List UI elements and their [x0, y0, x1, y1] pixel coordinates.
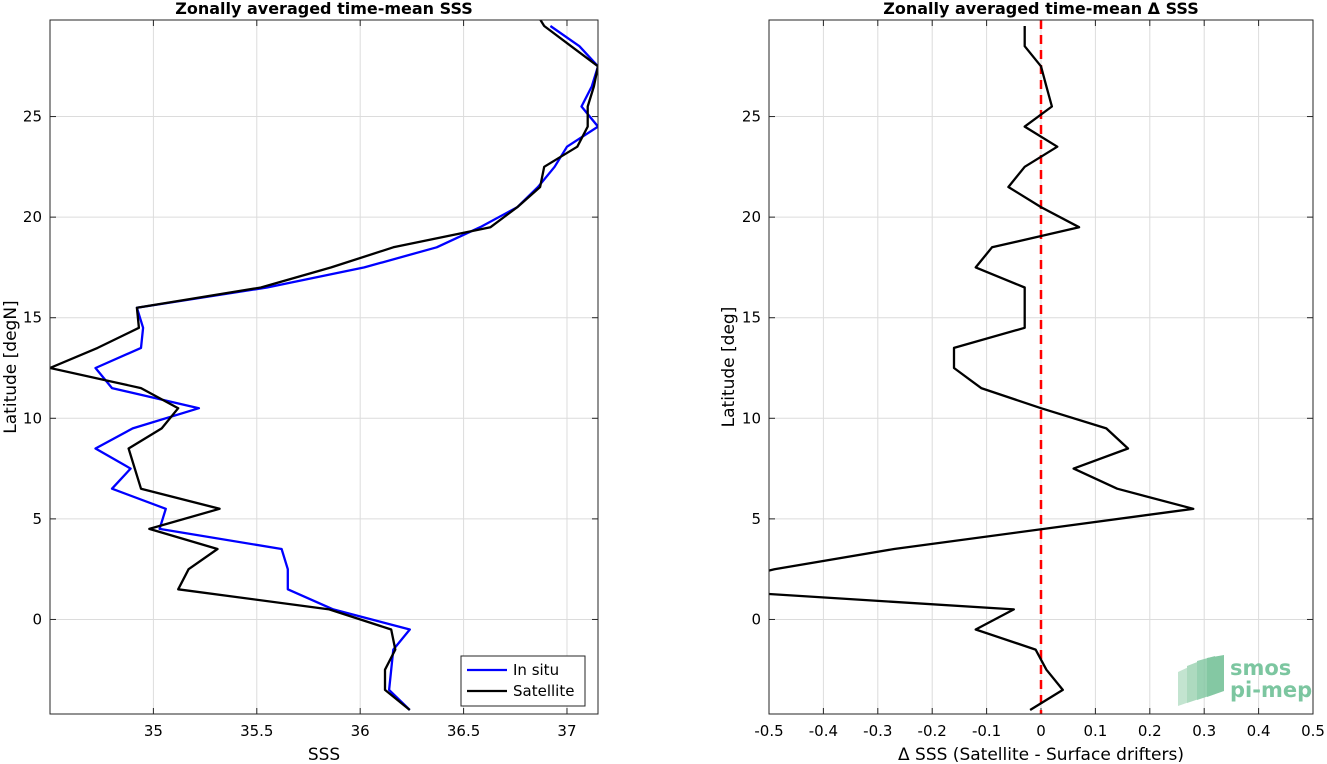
- sss-panel: 35 35.5 36 36.5 37 0 5 10 15 20 25 Zonally averaged…: [1, 0, 599, 764]
- y-tick-label: 15: [23, 309, 42, 327]
- x-tick-label: 36: [351, 722, 370, 740]
- logo-line1: smos: [1230, 656, 1291, 680]
- x-tick-label: -0.3: [863, 722, 892, 740]
- series-line-in-situ: [94, 25, 598, 711]
- legend: In situ Satellite: [460, 655, 586, 707]
- x-axis-label: Δ SSS (Satellite - Surface drifters): [898, 745, 1184, 764]
- plot-background: [50, 20, 598, 714]
- series-line-satellite: [50, 20, 598, 711]
- y-tick-label: 10: [23, 409, 42, 427]
- x-tick-label: -0.5: [754, 722, 783, 740]
- y-axis-label: Latitude [deg]: [719, 307, 739, 428]
- x-tick-label: -0.2: [918, 722, 947, 740]
- x-tick-label: 0.1: [1083, 722, 1107, 740]
- x-tick-label: -0.4: [809, 722, 838, 740]
- x-axis-label: SSS: [308, 745, 340, 764]
- y-axis-label: Latitude [degN]: [1, 300, 21, 433]
- chart-title: Zonally averaged time-mean SSS: [175, 0, 473, 18]
- x-tick-label: 35.5: [240, 722, 273, 740]
- x-tick-label: 0: [1036, 722, 1046, 740]
- logo-line2: pi-mep: [1230, 678, 1312, 702]
- y-tick-label: 20: [742, 208, 761, 226]
- legend-label: In situ: [513, 661, 559, 679]
- y-tick-label: 0: [32, 610, 42, 628]
- y-tick-label: 10: [742, 409, 761, 427]
- plot-frame: [49, 19, 599, 715]
- logo-emblem: [1178, 655, 1224, 706]
- y-tick-label: 25: [23, 108, 42, 126]
- x-tick-label: 0.2: [1138, 722, 1162, 740]
- y-tick-label: 20: [23, 208, 42, 226]
- x-tick-label: 35: [144, 722, 163, 740]
- y-tick-label: 5: [751, 510, 761, 528]
- series-line-0: [769, 26, 1195, 711]
- legend-label: Satellite: [513, 682, 574, 700]
- plot-frame: [768, 19, 1314, 715]
- chart-title: Zonally averaged time-mean Δ SSS: [883, 0, 1199, 18]
- x-tick-label: 36.5: [447, 722, 480, 740]
- delta-sss-panel: -0.5 -0.4 -0.3 -0.2 -0.1 0 0.1 0.2 0.3 0.4 0.5 0 5 10…: [719, 0, 1325, 764]
- y-tick-label: 5: [32, 510, 42, 528]
- x-tick-label: -0.1: [972, 722, 1001, 740]
- x-tick-label: 0.5: [1301, 722, 1325, 740]
- y-tick-label: 15: [742, 309, 761, 327]
- smos-pi-mep-logo: smos pi-mep: [1178, 655, 1312, 706]
- y-tick-label: 0: [751, 610, 761, 628]
- x-tick-label: 37: [557, 722, 576, 740]
- legend-box: [460, 655, 586, 707]
- x-tick-label: 0.4: [1247, 722, 1271, 740]
- x-tick-label: 0.3: [1192, 722, 1216, 740]
- y-tick-label: 25: [742, 108, 761, 126]
